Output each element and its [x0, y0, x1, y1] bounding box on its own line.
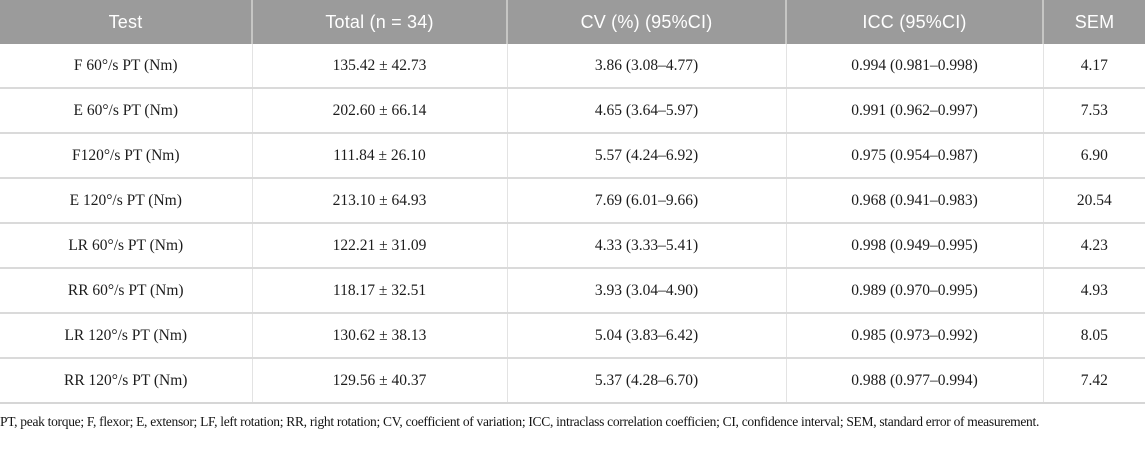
col-header-cv: CV (%) (95%CI) — [506, 0, 786, 44]
table-body: F 60°/s PT (Nm) 135.42 ± 42.73 3.86 (3.08–… — [0, 44, 1145, 404]
table-cell: F 60°/s PT (Nm) — [0, 44, 252, 88]
table-cell: 6.90 — [1042, 132, 1145, 178]
table-footnote: PT, peak torque; F, flexor; E, extensor;… — [0, 414, 1040, 429]
table-cell: 8.05 — [1042, 312, 1145, 358]
table-cell: 202.60 ± 66.14 — [251, 87, 507, 133]
table-cell: 0.989 (0.970–0.995) — [785, 267, 1043, 313]
table-cell: 3.86 (3.08–4.77) — [506, 44, 786, 88]
reliability-table: Test Total (n = 34) CV (%) (95%CI) ICC (… — [0, 0, 1145, 404]
table-cell: 130.62 ± 38.13 — [251, 312, 507, 358]
header-row: Test Total (n = 34) CV (%) (95%CI) ICC (… — [0, 0, 1145, 44]
table-cell: 111.84 ± 26.10 — [251, 132, 507, 178]
table-cell: 135.42 ± 42.73 — [251, 44, 507, 88]
table-row: F120°/s PT (Nm) 111.84 ± 26.10 5.57 (4.24–… — [0, 132, 1145, 178]
table-cell: 0.968 (0.941–0.983) — [785, 177, 1043, 223]
table-cell: 7.42 — [1042, 357, 1145, 404]
table-cell: 0.985 (0.973–0.992) — [785, 312, 1043, 358]
table-cell: 0.994 (0.981–0.998) — [785, 44, 1043, 88]
table-cell: 0.988 (0.977–0.994) — [785, 357, 1043, 404]
table-cell: 5.04 (3.83–6.42) — [506, 312, 786, 358]
table-row: E 120°/s PT (Nm) 213.10 ± 64.93 7.69 (6.01… — [0, 177, 1145, 223]
table-cell: 4.33 (3.33–5.41) — [506, 222, 786, 268]
table-cell: 0.991 (0.962–0.997) — [785, 87, 1043, 133]
col-header-sem: SEM — [1042, 0, 1145, 44]
table-row: F 60°/s PT (Nm) 135.42 ± 42.73 3.86 (3.08–… — [0, 44, 1145, 88]
col-header-icc: ICC (95%CI) — [785, 0, 1043, 44]
table-cell: 0.975 (0.954–0.987) — [785, 132, 1043, 178]
table-row: RR 60°/s PT (Nm) 118.17 ± 32.51 3.93 (3.04… — [0, 267, 1145, 313]
table-cell: 4.93 — [1042, 267, 1145, 313]
table-cell: 5.57 (4.24–6.92) — [506, 132, 786, 178]
table-cell: 7.53 — [1042, 87, 1145, 133]
table-cell: LR 120°/s PT (Nm) — [0, 312, 252, 358]
table-cell: 129.56 ± 40.37 — [251, 357, 507, 404]
table-cell: 213.10 ± 64.93 — [251, 177, 507, 223]
col-header-total: Total (n = 34) — [251, 0, 507, 44]
table-cell: 20.54 — [1042, 177, 1145, 223]
table-row: RR 120°/s PT (Nm) 129.56 ± 40.37 5.37 (4.2… — [0, 357, 1145, 404]
table-cell: 7.69 (6.01–9.66) — [506, 177, 786, 223]
table-cell: LR 60°/s PT (Nm) — [0, 222, 252, 268]
table-cell: F120°/s PT (Nm) — [0, 132, 252, 178]
table-cell: 4.23 — [1042, 222, 1145, 268]
table-cell: 3.93 (3.04–4.90) — [506, 267, 786, 313]
table-cell: 4.65 (3.64–5.97) — [506, 87, 786, 133]
table-row: LR 60°/s PT (Nm) 122.21 ± 31.09 4.33 (3.33… — [0, 222, 1145, 268]
table-cell: E 60°/s PT (Nm) — [0, 87, 252, 133]
table-cell: 118.17 ± 32.51 — [251, 267, 507, 313]
table-cell: 4.17 — [1042, 44, 1145, 88]
table-cell: 122.21 ± 31.09 — [251, 222, 507, 268]
table-cell: E 120°/s PT (Nm) — [0, 177, 252, 223]
col-header-test: Test — [0, 0, 252, 44]
table-cell: RR 120°/s PT (Nm) — [0, 357, 252, 404]
table-cell: 5.37 (4.28–6.70) — [506, 357, 786, 404]
table-row: LR 120°/s PT (Nm) 130.62 ± 38.13 5.04 (3.8… — [0, 312, 1145, 358]
table-cell: 0.998 (0.949–0.995) — [785, 222, 1043, 268]
table-row: E 60°/s PT (Nm) 202.60 ± 66.14 4.65 (3.64–… — [0, 87, 1145, 133]
table-cell: RR 60°/s PT (Nm) — [0, 267, 252, 313]
